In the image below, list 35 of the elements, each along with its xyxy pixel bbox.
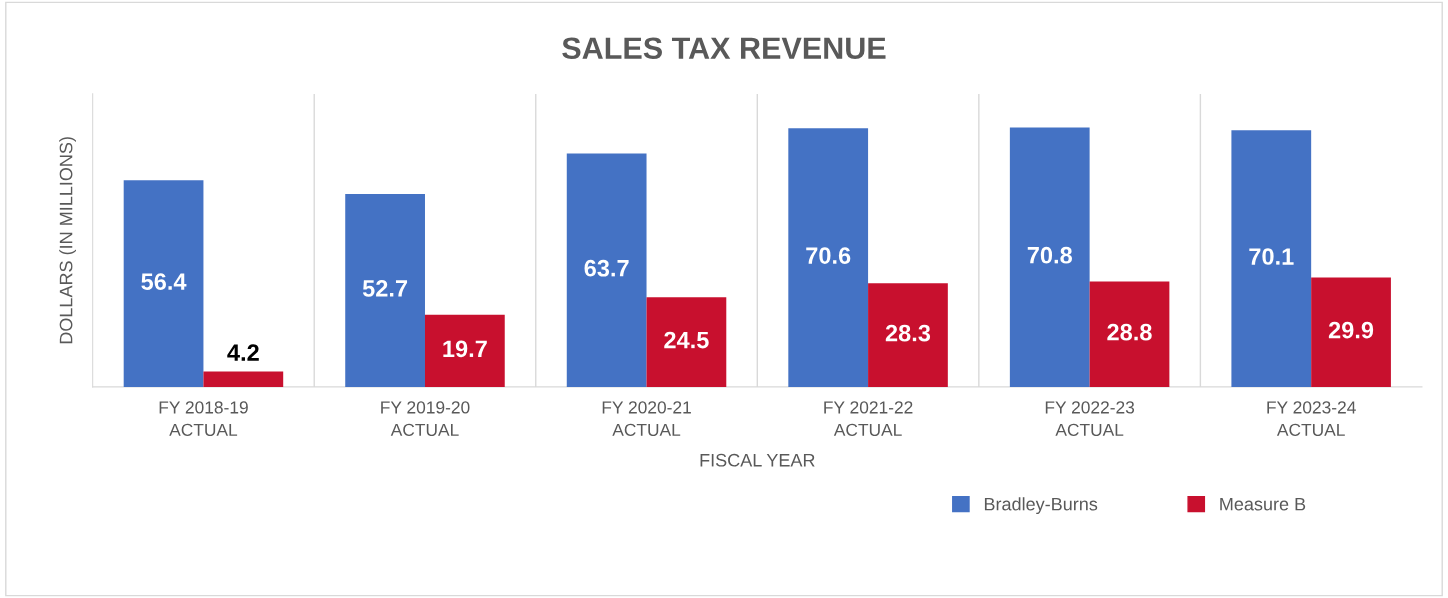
data-label: 56.4 (141, 273, 187, 290)
bar (203, 371, 284, 387)
bar (345, 193, 425, 387)
x-tick-label: FY 2020-21 ACTUAL (602, 401, 691, 437)
x-tick-label: FY 2018-19 ACTUAL (159, 401, 248, 437)
data-label: 19.7 (443, 340, 487, 358)
data-label: 70.1 (1249, 248, 1294, 265)
bar (868, 283, 948, 387)
bar (1009, 127, 1090, 387)
bar (424, 314, 505, 387)
data-label: 52.7 (362, 280, 408, 297)
data-label: 28.3 (885, 324, 931, 342)
legend-label: Bradley-Burns (984, 497, 1098, 515)
bar (788, 128, 869, 387)
bar (646, 297, 727, 387)
data-label: 63.7 (584, 259, 629, 277)
x-tick-label: FY 2021-22 ACTUAL (824, 401, 913, 437)
bar (1311, 277, 1391, 387)
data-label: 29.9 (1328, 321, 1374, 339)
data-label: 4.2 (227, 344, 259, 361)
bar (1231, 130, 1312, 387)
data-label: 24.5 (664, 331, 709, 349)
bar (1089, 281, 1170, 387)
legend-label: Measure B (1220, 497, 1306, 511)
data-label: 70.6 (806, 247, 851, 264)
x-tick-label: FY 2023-24 ACTUAL (1267, 401, 1356, 437)
bar (123, 180, 204, 387)
y-axis-title: DOLLARS (IN MILLIONS) (59, 137, 76, 344)
x-tick-label: FY 2019-20 ACTUAL (381, 401, 470, 437)
bar (566, 153, 647, 387)
chart-title: SALES TAX REVENUE (562, 37, 886, 60)
data-label: 28.8 (1107, 323, 1152, 341)
x-axis-title: FISCAL YEAR (700, 453, 815, 467)
x-tick-label: FY 2022-23 ACTUAL (1045, 401, 1135, 437)
data-label: 70.8 (1027, 246, 1072, 264)
